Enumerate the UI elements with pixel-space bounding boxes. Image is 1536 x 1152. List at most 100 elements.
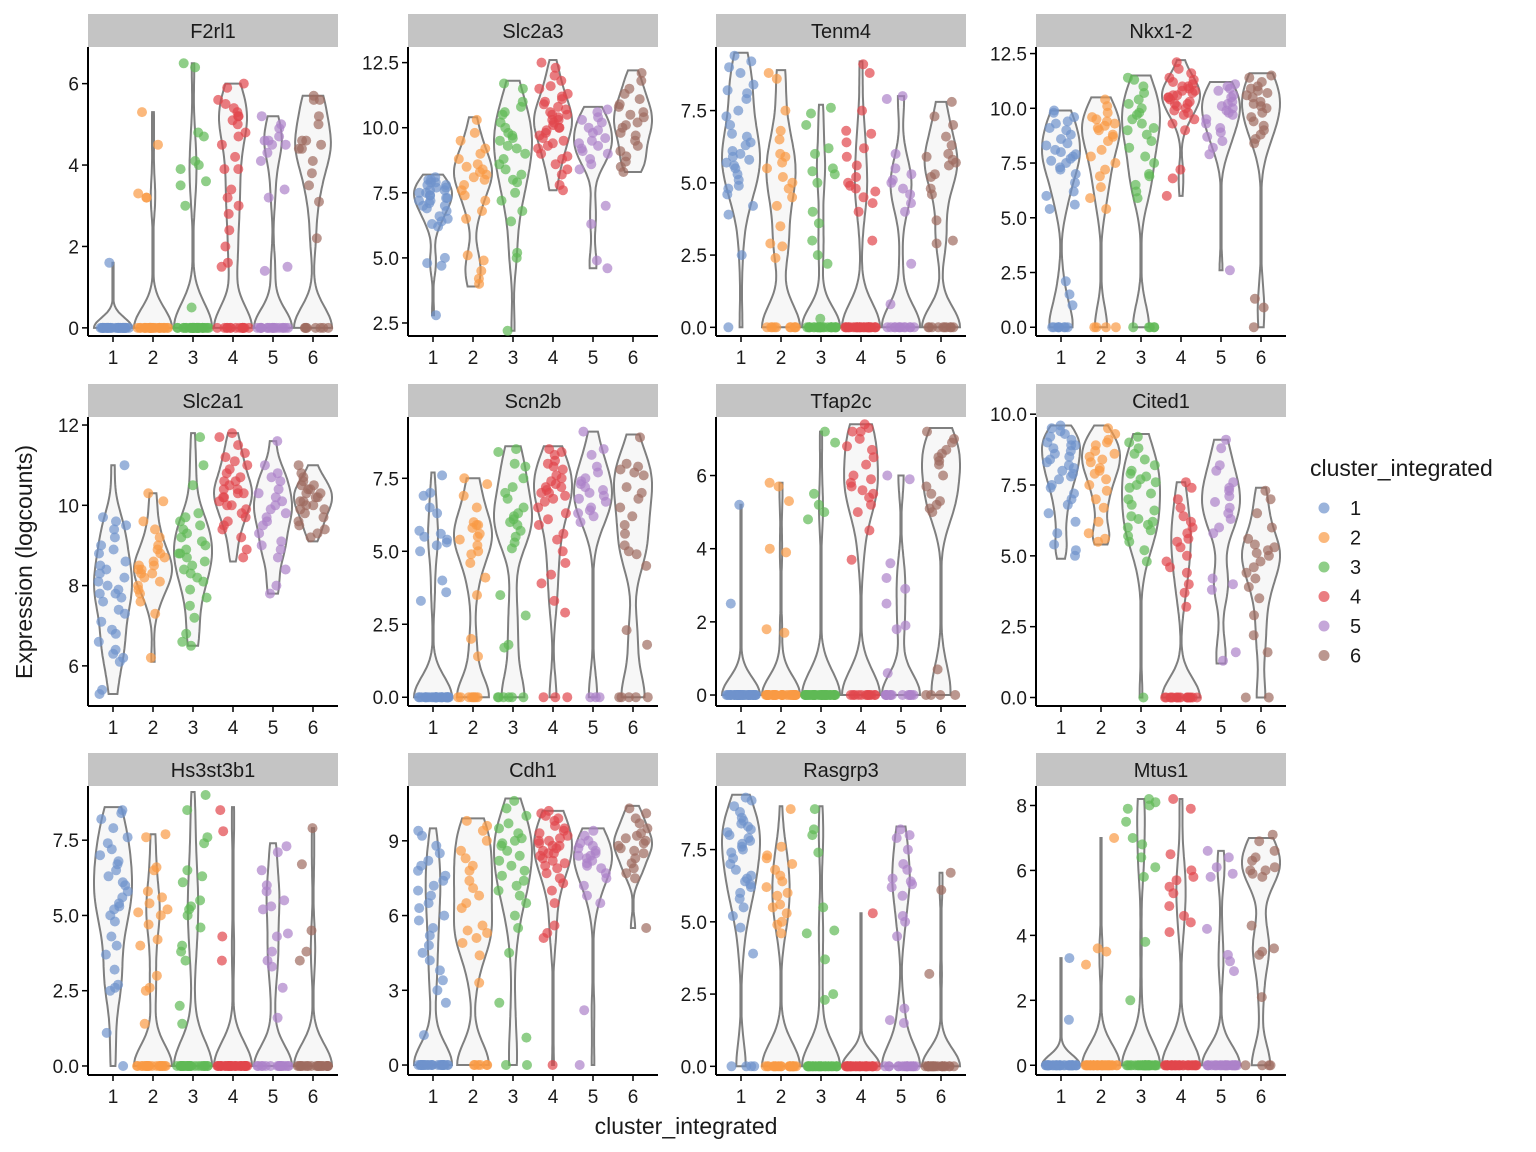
x-tick-label: 4 [856,348,867,369]
y-tick-label: 6 [1016,861,1027,882]
data-point [229,456,240,467]
data-point [897,91,908,102]
data-point [265,504,276,515]
data-point [618,167,629,177]
x-tick-label: 6 [1256,718,1267,739]
facet-strip-label: Slc2a3 [502,21,563,43]
data-point [198,576,209,587]
data-point [441,587,452,598]
legend-label: 3 [1350,557,1361,579]
data-point [931,215,942,226]
data-point [946,96,957,107]
data-point [906,198,916,209]
data-point [477,920,488,931]
facet-strip [716,753,966,786]
data-point [482,928,493,938]
data-point [511,252,522,263]
y-tick-label: 10.0 [990,99,1027,120]
data-point [274,123,285,134]
data-point [462,250,473,261]
data-point [600,496,611,507]
data-point [1089,468,1100,479]
data-point [217,524,228,535]
data-point [1264,1060,1275,1071]
data-point [1202,845,1213,856]
data-point [212,322,223,333]
data-point [471,502,482,513]
data-point [496,195,507,206]
data-point [456,845,466,856]
data-point [884,1061,895,1072]
data-point [222,322,233,333]
data-point [308,94,319,105]
data-point [519,865,530,876]
data-point [223,208,234,219]
data-point [1269,845,1280,856]
data-point [501,1060,511,1070]
data-point [573,843,584,854]
y-tick-label: 7.5 [681,841,707,862]
data-point [271,931,282,942]
data-point [907,879,918,890]
data-point [1146,488,1156,499]
data-point [1127,833,1138,843]
data-point [214,496,225,507]
data-point [263,192,274,203]
data-point [120,556,131,567]
data-point [784,1061,795,1072]
data-point [1138,692,1149,703]
data-point [733,180,744,191]
violin-cluster-5 [252,115,294,329]
data-point [774,134,785,145]
data-point [900,620,911,631]
data-point [424,502,435,513]
data-point [810,148,820,159]
y-tick-label: 2.5 [53,982,79,1003]
data-point [807,690,818,700]
x-tick-label: 2 [148,718,159,739]
data-point [864,690,875,700]
data-point [813,847,824,858]
data-point [154,532,165,543]
data-point [586,449,597,460]
data-point [1240,1060,1251,1071]
data-point [259,135,270,146]
data-point [602,263,613,274]
data-point [857,105,867,116]
data-point [474,950,485,961]
data-point [765,238,776,249]
data-point [108,544,119,555]
data-point [1089,322,1100,333]
data-point [553,101,564,112]
facet-strip-label: Rasgrp3 [803,760,879,782]
data-point [182,910,193,921]
data-point [1168,77,1178,87]
data-point [556,169,567,180]
data-point [180,200,191,211]
data-point [741,1061,752,1072]
data-point [318,322,329,333]
data-point [520,461,531,472]
data-point [514,850,525,861]
data-point [863,423,874,433]
data-point [761,853,772,864]
facet-strip [88,384,338,417]
data-point [1202,131,1213,142]
data-point [178,58,189,69]
x-tick-label: 1 [428,348,439,369]
data-point [882,470,893,481]
data-point [275,476,286,487]
data-point [1045,482,1056,493]
data-point [280,322,291,333]
data-point [439,185,450,196]
data-point [318,512,329,523]
data-point [1187,88,1198,98]
data-point [624,803,635,814]
data-point [1065,129,1076,140]
data-point [239,448,250,459]
data-point [849,690,860,700]
data-point [182,865,193,876]
x-tick-label: 4 [1176,718,1187,739]
data-point [517,83,528,94]
